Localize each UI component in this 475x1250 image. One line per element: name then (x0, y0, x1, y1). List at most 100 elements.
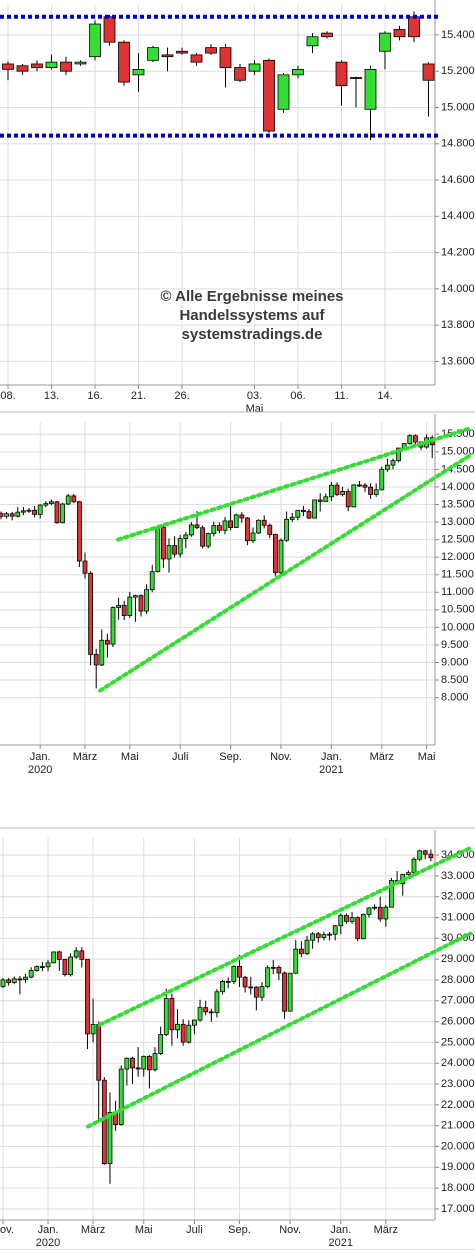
candle-body (239, 514, 245, 519)
candle-body (306, 36, 319, 47)
plot-area (2, 11, 435, 141)
candle-body (248, 986, 254, 989)
x-tick-sublabel: 2020 (28, 764, 52, 776)
y-tick-label: 15.200 (441, 65, 475, 77)
candle-body (278, 539, 284, 574)
candle-body (17, 978, 23, 981)
candle-body (20, 510, 26, 513)
y-tick-label: 14.200 (441, 246, 475, 258)
y-tick-label: 19.000 (441, 1161, 475, 1173)
x-tick-label: Nov. (0, 1224, 14, 1236)
trend-line (116, 426, 472, 542)
candle-body (228, 520, 234, 528)
candle-body (350, 77, 362, 79)
candle-body (250, 532, 256, 542)
candle-body (2, 63, 14, 70)
trend-line (86, 931, 473, 1129)
candle-body (351, 484, 357, 508)
candle-body (332, 925, 338, 935)
candle-body (166, 545, 172, 560)
candle-body (90, 1024, 96, 1035)
candle-body (340, 490, 346, 495)
candle-body (45, 962, 51, 968)
candle-body (45, 61, 58, 68)
candle-body (132, 68, 145, 76)
y-tick-label: 15.000 (441, 101, 475, 113)
x-tick-sublabel: 2021 (319, 764, 343, 776)
x-tick-label: 03. (247, 390, 262, 402)
candle-body (265, 967, 271, 987)
x-tick-label: 13. (44, 390, 59, 402)
candle-body (295, 509, 301, 518)
candle-body (183, 534, 189, 540)
plot-area (0, 845, 473, 1184)
candle-body (146, 1055, 152, 1071)
candle-body (335, 61, 348, 87)
candle-body (138, 595, 144, 612)
y-tick-label: 20.000 (441, 1140, 475, 1152)
candle-body (248, 63, 261, 72)
candle-body (208, 1011, 214, 1014)
candle-body (200, 527, 206, 547)
candle-body (219, 47, 232, 68)
candle-body (261, 519, 267, 526)
candle-body (16, 65, 29, 72)
y-tick-label: 14.800 (441, 138, 475, 150)
x-tick-label: Juli (172, 751, 189, 763)
candle-body (345, 490, 351, 508)
candle-body (116, 605, 121, 608)
candle-body (105, 639, 110, 645)
candle-body (0, 979, 6, 987)
y-tick-label: 26.000 (441, 1016, 475, 1028)
candle-body (88, 572, 93, 655)
candle-body (49, 501, 54, 504)
candle-body (292, 68, 304, 76)
y-tick-label: 32.000 (441, 891, 475, 903)
x-tick-label: 08. (0, 390, 15, 402)
x-tick-sublabel: Mai (246, 403, 264, 415)
candle-body (372, 906, 377, 909)
y-tick-label: 28.000 (441, 974, 475, 986)
candle-body (417, 850, 423, 860)
y-tick-label: 33.000 (441, 870, 475, 882)
candle-body (121, 605, 127, 616)
x-tick-label: Mai (121, 751, 139, 763)
candle-body (89, 23, 101, 58)
x-tick-sublabel: 2020 (36, 1237, 60, 1249)
candle-body (65, 495, 71, 505)
panel-background (0, 414, 475, 828)
candle-body (282, 972, 287, 1012)
candle-body (107, 1112, 113, 1165)
y-tick-label: 10.500 (441, 604, 475, 616)
trend-line (97, 845, 473, 1027)
candle-body (377, 906, 383, 920)
candle-body (396, 447, 402, 462)
y-tick-label: 15.400 (441, 29, 475, 41)
candle-body (355, 917, 361, 940)
candle-body (163, 998, 169, 1035)
candle-body (40, 966, 45, 968)
candle-body (383, 906, 389, 920)
candle-body (37, 504, 43, 515)
candle-body (155, 526, 161, 573)
candle-body (160, 526, 166, 560)
candle-body (233, 514, 239, 528)
x-tick-label: Jan. (38, 1224, 59, 1236)
candle-body (349, 917, 355, 922)
candle-body (172, 545, 178, 555)
candle-body (214, 991, 220, 1014)
candle-body (222, 520, 228, 531)
candle-body (338, 915, 344, 927)
candle-body (300, 509, 306, 512)
y-tick-label: 14.000 (441, 481, 475, 493)
candle-body (315, 933, 321, 938)
x-tick-label: 16. (87, 390, 102, 402)
candle-body (194, 524, 200, 529)
plot-area (0, 426, 472, 693)
x-tick-sublabel: 2021 (329, 1237, 353, 1249)
x-tick-label: Sep. (228, 1224, 251, 1236)
panel: 17.000 18.000 19.000 20.000 21.000 22.000 23.0… (0, 830, 475, 1250)
y-tick-label: 13.500 (441, 498, 475, 510)
candle-body (317, 499, 323, 502)
candle-body (192, 1019, 197, 1026)
